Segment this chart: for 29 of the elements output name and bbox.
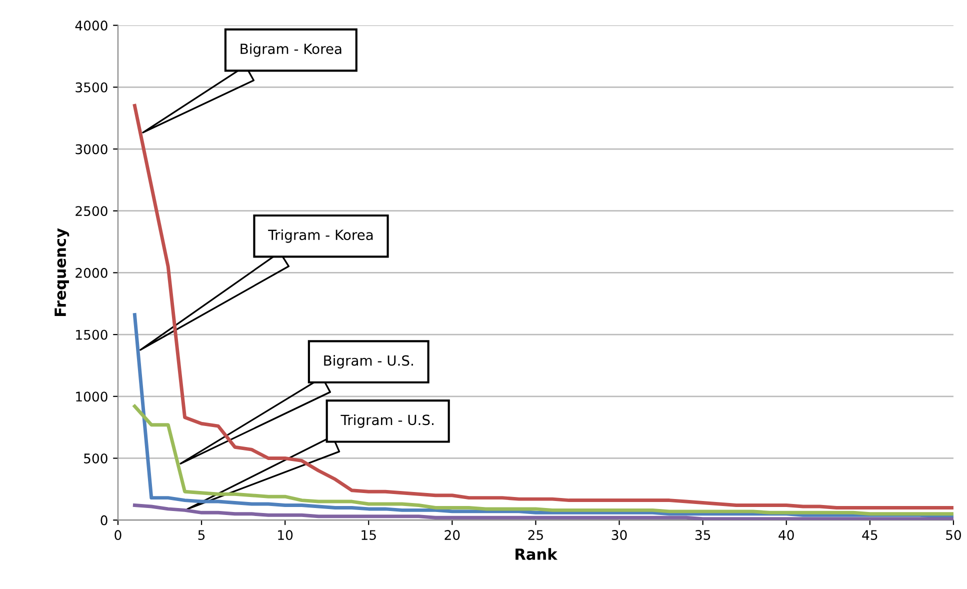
x-tick-label: 15: [362, 530, 376, 540]
x-tick-label: 20: [444, 530, 460, 540]
line-series: [132, 104, 954, 510]
annotation: Bigram - U.S.: [324, 355, 413, 368]
y-tick-label: 0: [100, 515, 108, 526]
annotation: Trigram - U.S.: [340, 414, 434, 428]
x-tick-label: 5: [198, 530, 205, 540]
y-tick-label: 1500: [76, 330, 108, 340]
x-tick-label: 40: [778, 530, 794, 540]
annotation: Bigram - Korea: [240, 43, 342, 57]
y-tick-label: 2000: [76, 268, 108, 278]
y-tick-label: 4000: [75, 20, 108, 31]
line-series: [132, 404, 954, 516]
y-tick-label: 2500: [76, 206, 108, 216]
x-tick-label: 45: [862, 530, 878, 540]
x-tick-label: 30: [612, 530, 627, 540]
x-tick-label: 10: [278, 530, 293, 540]
y-tick-label: 3500: [76, 82, 108, 92]
y-tick-label: 500: [84, 453, 108, 464]
annotation: Trigram - Korea: [268, 229, 373, 243]
y-tick-label: 3000: [76, 144, 108, 154]
x-axis-title: Rank: [516, 548, 558, 560]
y-tick-label: 1000: [76, 392, 108, 402]
line-series: [132, 504, 954, 520]
x-tick-label: 50: [946, 530, 961, 540]
x-tick-label: 0: [114, 530, 122, 540]
x-tick-label: 25: [528, 530, 543, 540]
x-tick-label: 35: [695, 530, 710, 540]
y-axis-title: Frequency: [54, 228, 70, 316]
